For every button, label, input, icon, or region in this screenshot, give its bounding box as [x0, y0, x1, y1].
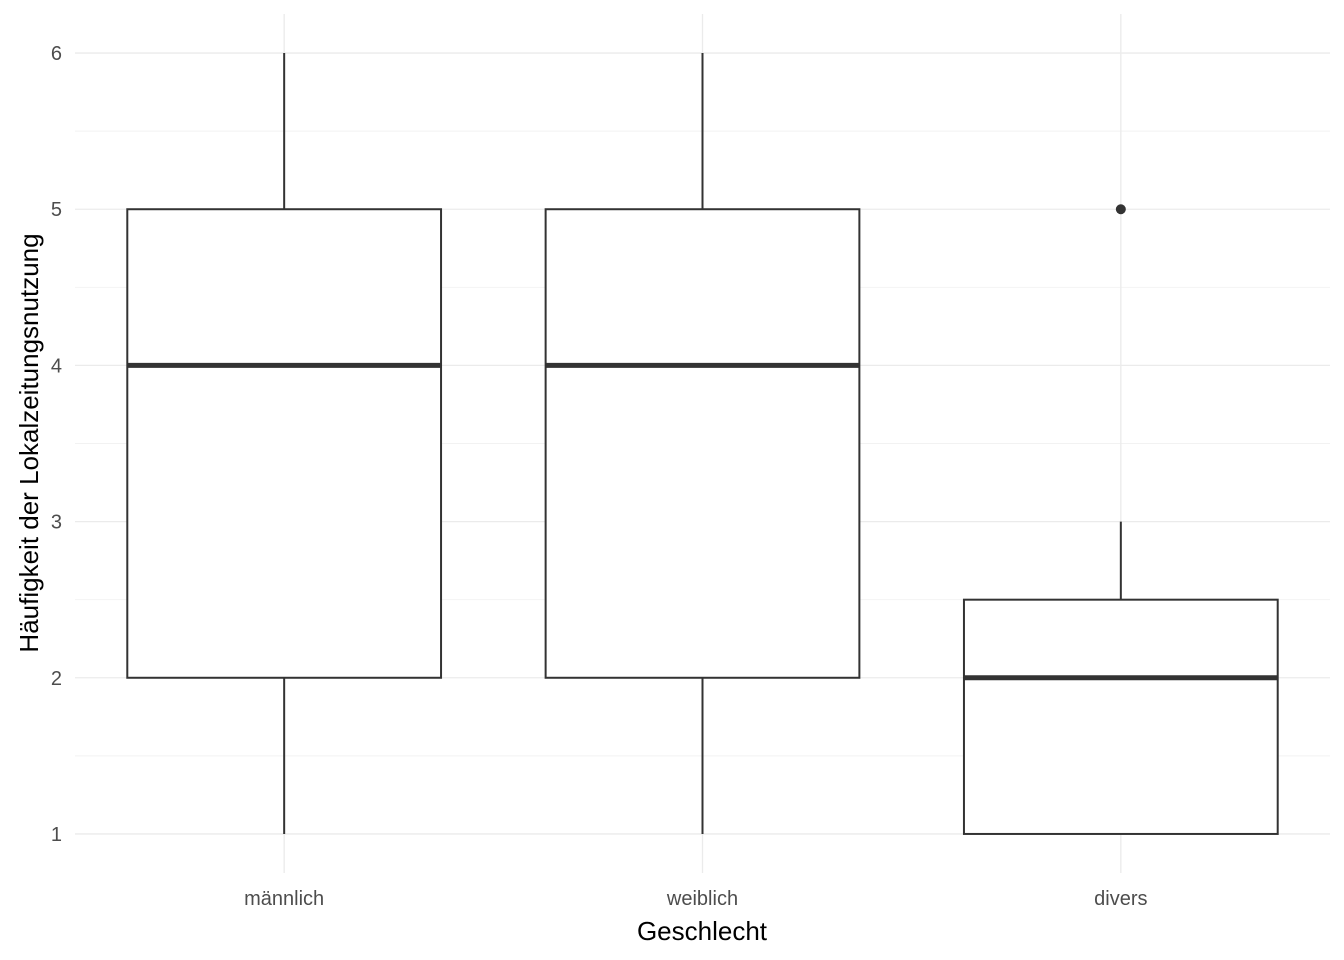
box-weiblich — [544, 208, 861, 679]
y-tick-label: 2 — [51, 668, 62, 690]
y-tick-label: 1 — [51, 824, 62, 846]
box-divers — [962, 598, 1279, 835]
y-tick-label: 6 — [51, 43, 62, 65]
x-tick-label: divers — [1094, 888, 1147, 910]
y-tick-label: 5 — [51, 199, 62, 221]
x-tick-label: männlich — [244, 888, 324, 910]
y-tick-label: 3 — [51, 512, 62, 534]
box-layer — [126, 53, 1279, 835]
box-männlich — [126, 208, 443, 679]
x-axis-title: Geschlecht — [637, 916, 768, 946]
x-tick-label: weiblich — [666, 888, 738, 910]
y-tick-label: 4 — [51, 355, 62, 377]
outlier-point — [1115, 204, 1126, 215]
y-axis-title: Häufigkeit der Lokalzeitungsnutzung — [14, 233, 44, 652]
axis-layer: 1 2 3 4 5 6 männlich weiblich divers — [51, 43, 1148, 910]
